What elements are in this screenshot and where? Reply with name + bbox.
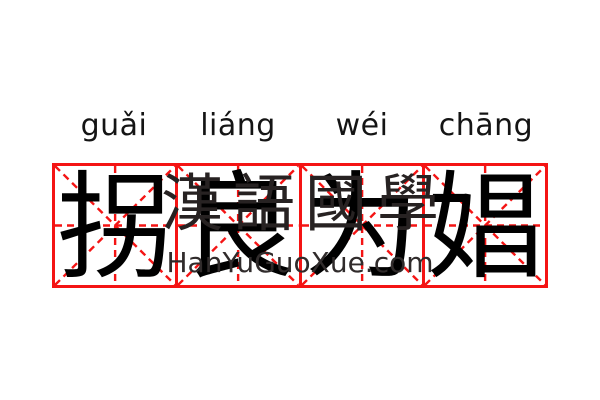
- grid-cell-3: 为: [301, 164, 425, 293]
- grid-cell-1: 拐: [55, 164, 179, 293]
- grid-cell-4: 娼: [424, 164, 545, 293]
- pinyin-row: guǎi liáng wéi chāng: [52, 101, 548, 151]
- pinyin-word-2: liáng: [200, 108, 276, 143]
- hanzi-character-4: 娼: [426, 164, 543, 293]
- hanzi-character-1: 拐: [57, 164, 174, 293]
- watermark-site-url: HanYuGuoXue.com: [166, 246, 434, 279]
- cell-guide-lines: [55, 166, 176, 285]
- hanzi-character-3: 为: [303, 164, 420, 293]
- mizige-grid: 拐 良 为: [52, 163, 548, 288]
- grid-cell-2: 良: [178, 164, 302, 293]
- pinyin-word-1: guǎi: [80, 108, 148, 143]
- cell-guide-lines: [178, 166, 299, 285]
- hanzi-character-2: 良: [180, 164, 297, 293]
- pinyin-word-3: wéi: [335, 108, 389, 143]
- watermark-hanyuguoxue-cjk: 漢語國學: [160, 167, 450, 240]
- cell-guide-lines: [301, 166, 422, 285]
- pinyin-word-4: chāng: [438, 108, 534, 143]
- cell-guide-lines: [424, 166, 545, 285]
